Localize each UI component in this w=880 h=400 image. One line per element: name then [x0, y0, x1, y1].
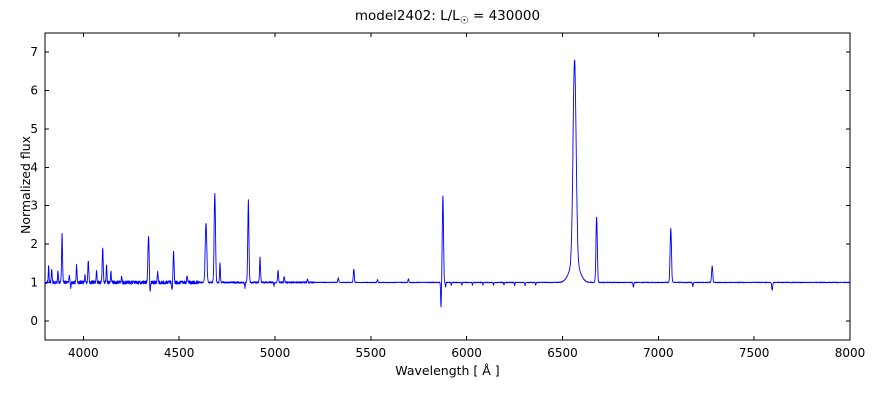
y-tick-label: 3	[30, 199, 38, 213]
x-tick-label: 6000	[451, 346, 482, 360]
x-tick-label: 4500	[164, 346, 195, 360]
x-tick-label: 4000	[68, 346, 99, 360]
x-tick-label: 5500	[356, 346, 387, 360]
y-tick-label: 1	[30, 275, 38, 289]
plot-frame	[44, 32, 851, 341]
x-tick-label: 6500	[547, 346, 578, 360]
sun-symbol: ☉	[459, 15, 469, 27]
x-tick-label: 5000	[260, 346, 291, 360]
spectrum-line	[44, 59, 851, 308]
chart-title-text: model2402: L/L	[354, 8, 460, 24]
y-tick-label: 7	[30, 45, 38, 59]
y-tick-label: 6	[30, 84, 38, 98]
x-axis-label: Wavelength [ Å ]	[395, 363, 500, 378]
x-tick-label: 8000	[835, 346, 866, 360]
y-tick-label: 5	[30, 122, 38, 136]
y-tick-label: 2	[30, 237, 38, 251]
chart-title-value: = 430000	[468, 8, 541, 24]
y-tick-label: 0	[30, 314, 38, 328]
x-tick-label: 7000	[643, 346, 674, 360]
chart-title: model2402: L/L☉ = 430000	[45, 8, 850, 27]
x-tick-label: 7500	[739, 346, 770, 360]
y-tick-label: 4	[30, 160, 38, 174]
